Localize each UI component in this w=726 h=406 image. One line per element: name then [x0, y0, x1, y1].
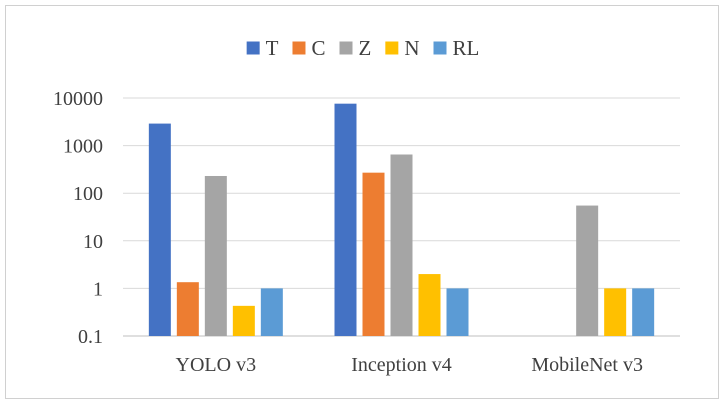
y-tick-label: 1000: [63, 136, 103, 158]
y-tick-label: 1: [93, 278, 103, 300]
category-label: Inception v4: [351, 354, 452, 376]
chart-frame: [5, 5, 719, 399]
bar-t-1: [334, 103, 357, 336]
bars: [148, 103, 655, 336]
legend-label-n: N: [404, 36, 419, 60]
y-tick-label: 0.1: [78, 326, 103, 348]
bar-n-0: [232, 305, 255, 336]
bar-rl-0: [260, 288, 283, 336]
bar-z-1: [390, 154, 413, 336]
bar-c-0: [176, 282, 199, 336]
bar-n-1: [418, 274, 441, 336]
category-label: MobileNet v3: [531, 354, 643, 376]
y-axis-ticks: 0.1 1 10 100 1000 10000: [53, 88, 103, 348]
bar-rl-2: [632, 288, 655, 336]
y-tick-label: 10000: [53, 88, 103, 110]
legend-swatch-z: [339, 41, 353, 55]
legend-label-c: C: [311, 36, 325, 60]
category-label: YOLO v3: [176, 354, 257, 376]
bar-z-0: [204, 175, 227, 336]
y-tick-label: 10: [83, 231, 103, 253]
legend-label-rl: RL: [453, 36, 480, 60]
bar-n-2: [604, 288, 627, 336]
bar-z-2: [576, 205, 599, 336]
legend-label-t: T: [266, 36, 279, 60]
bar-rl-1: [446, 288, 469, 336]
legend-label-z: Z: [359, 36, 372, 60]
y-tick-label: 100: [73, 183, 103, 205]
legend: T C Z N RL: [246, 36, 480, 60]
legend-swatch-rl: [433, 41, 447, 55]
bar-c-1: [362, 172, 385, 336]
legend-swatch-n: [385, 41, 399, 55]
bar-t-0: [148, 123, 171, 336]
legend-swatch-c: [292, 41, 306, 55]
category-labels: YOLO v3 Inception v4 MobileNet v3: [176, 354, 643, 376]
legend-swatch-t: [246, 41, 260, 55]
